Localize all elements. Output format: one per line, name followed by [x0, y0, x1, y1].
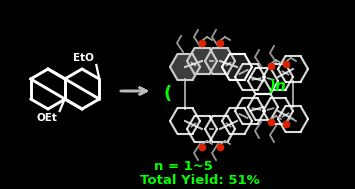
Text: Total Yield: 51%: Total Yield: 51%: [140, 174, 260, 187]
Text: n = 1~5: n = 1~5: [154, 160, 212, 174]
Text: )n: )n: [268, 78, 286, 94]
Polygon shape: [222, 54, 252, 80]
Text: EtO: EtO: [73, 53, 94, 63]
Polygon shape: [187, 48, 217, 74]
Text: OEt: OEt: [37, 113, 58, 123]
Text: (: (: [164, 85, 172, 103]
Polygon shape: [170, 54, 200, 80]
Polygon shape: [205, 48, 235, 74]
